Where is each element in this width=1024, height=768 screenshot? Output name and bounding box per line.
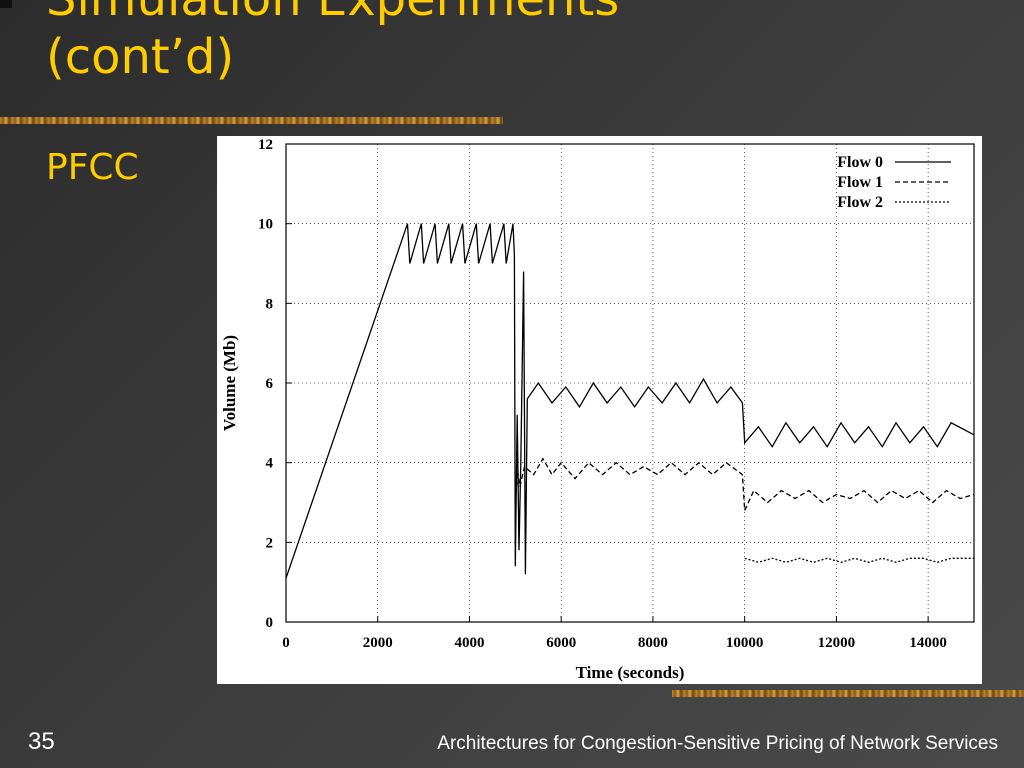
slide-title: Simulation Experiments (cont’d) [46, 0, 619, 86]
legend-label: Flow 1 [837, 174, 883, 191]
series-line-flow-2 [744, 557, 974, 563]
decorative-bar-bottom [672, 690, 1024, 697]
series-line-flow-1 [514, 457, 975, 511]
chart-panel: 0 2000 4000 6000 8000 10000 12000 14000 0 2 4 6 8 10 1… [217, 136, 982, 684]
y-tick-label: 10 [258, 217, 273, 233]
corner-mark [0, 0, 12, 8]
x-tick-label: 4000 [454, 635, 484, 651]
plot-frame [285, 143, 975, 623]
slide-title-line-2: (cont’d) [46, 29, 235, 85]
x-tick-label: 0 [282, 635, 290, 651]
series-line-flow-0 [285, 223, 975, 579]
x-tick-label: 10000 [726, 635, 764, 651]
x-axis-label: Time (seconds) [576, 663, 685, 682]
y-axis-label: Volume (Mb) [220, 335, 239, 431]
decorative-bar-top [0, 117, 503, 124]
y-tick-label: 12 [258, 137, 273, 153]
x-tick-label: 12000 [818, 635, 856, 651]
x-tick-label: 2000 [363, 635, 393, 651]
x-tick-label: 14000 [909, 635, 947, 651]
slide-subtitle: PFCC [46, 147, 139, 188]
y-tick-label: 2 [266, 535, 274, 551]
footer-text: Architectures for Congestion-Sensitive P… [437, 733, 998, 754]
slide-title-line-1: Simulation Experiments [46, 0, 619, 27]
x-tick-label: 8000 [638, 635, 668, 651]
y-tick-label: 6 [266, 376, 274, 392]
line-chart: 0 2000 4000 6000 8000 10000 12000 14000 0 2 4 6 8 10 1… [220, 137, 975, 682]
page-number: 35 [28, 728, 55, 755]
legend-label: Flow 0 [837, 154, 883, 171]
y-tick-label: 8 [266, 296, 274, 312]
x-tick-label: 6000 [546, 635, 576, 651]
legend-label: Flow 2 [837, 194, 883, 211]
y-tick-label: 4 [266, 456, 274, 472]
y-tick-label: 0 [266, 615, 274, 631]
